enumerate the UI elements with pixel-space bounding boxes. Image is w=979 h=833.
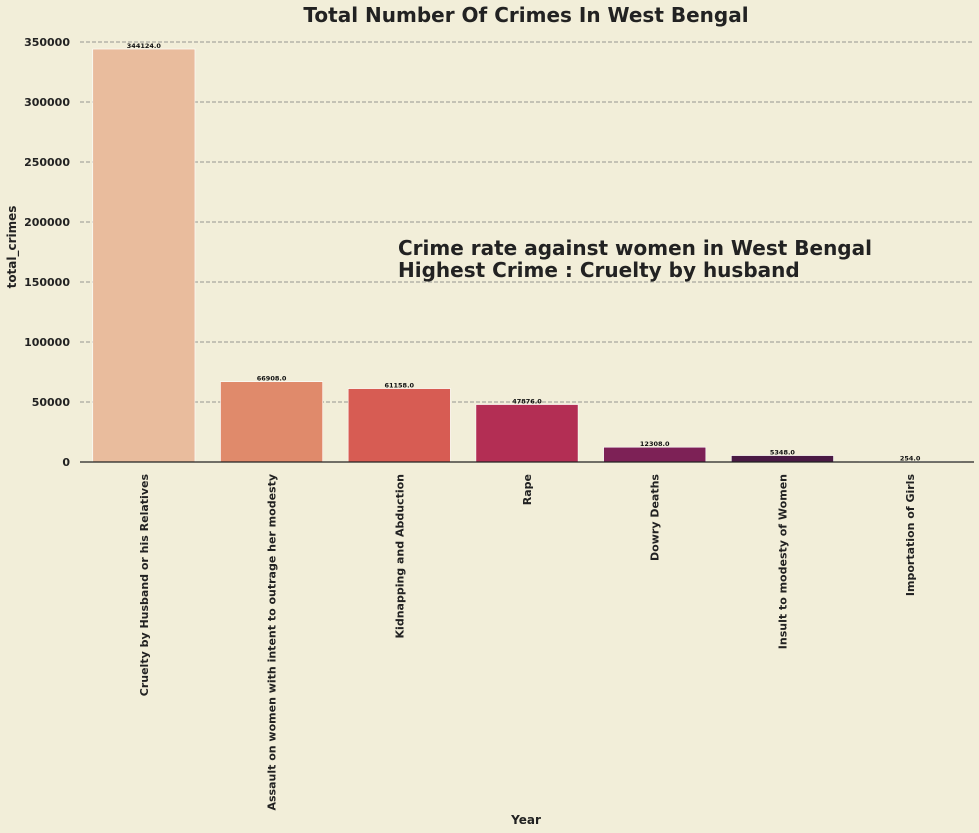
y-axis-title: total_crimes	[5, 206, 20, 289]
y-tick-label: 350000	[24, 36, 70, 49]
x-axis-title: Year	[510, 813, 541, 827]
x-tick-label: Dowry Deaths	[649, 474, 662, 561]
bar-value-label: 61158.0	[384, 382, 414, 390]
y-tick-label: 0	[62, 456, 70, 469]
x-tick-labels: Cruelty by Husband or his Relatives Assau…	[138, 474, 917, 811]
x-tick-label: Kidnapping and Abduction	[393, 474, 406, 638]
x-tick-label: Rape	[521, 474, 534, 505]
data-labels: 344124.0 66908.0 61158.0 47876.0 12308.0 5348…	[127, 42, 921, 462]
x-tick-label: Assault on women with intent to outrage …	[266, 474, 279, 811]
bar-value-label: 66908.0	[257, 375, 287, 383]
bar	[220, 381, 323, 463]
y-tick-label: 200000	[24, 216, 70, 229]
y-tick-label: 300000	[24, 96, 70, 109]
grid-lines	[80, 41, 974, 403]
bar-value-label: 344124.0	[127, 42, 162, 50]
bar	[475, 404, 579, 463]
y-tick-label: 50000	[32, 396, 71, 409]
bar-value-label: 5348.0	[770, 449, 796, 457]
annotation-line-1: Crime rate against women in West Bengal	[398, 236, 872, 260]
y-tick-label: 150000	[24, 276, 70, 289]
chart-title: Total Number Of Crimes In West Bengal	[303, 3, 748, 27]
x-tick-label: Cruelty by Husband or his Relatives	[138, 474, 151, 697]
y-tick-label: 100000	[24, 336, 70, 349]
bar	[603, 446, 707, 463]
bar	[347, 388, 451, 463]
bars	[92, 48, 962, 463]
bar-value-label: 47876.0	[512, 398, 542, 406]
annotation-line-2: Highest Crime : Cruelty by husband	[398, 258, 800, 282]
bar-value-label: 12308.0	[640, 440, 670, 448]
x-tick-label: Importation of Girls	[904, 474, 917, 597]
y-tick-label: 250000	[24, 156, 70, 169]
bar-value-label: 254.0	[900, 455, 921, 463]
x-tick-label: Insult to modesty of Women	[776, 474, 789, 649]
y-tick-labels: 0 50000 100000 150000 200000 250000 300000 3500…	[24, 36, 70, 469]
bar	[92, 48, 196, 463]
